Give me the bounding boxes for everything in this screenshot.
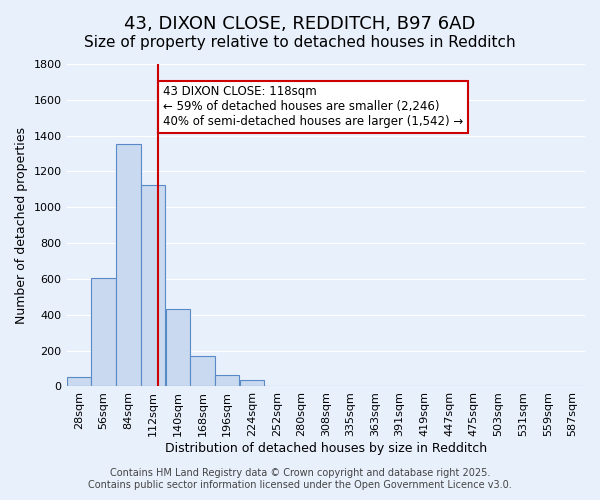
Bar xyxy=(91,278,116,386)
X-axis label: Distribution of detached houses by size in Redditch: Distribution of detached houses by size … xyxy=(165,442,487,455)
Text: 43, DIXON CLOSE, REDDITCH, B97 6AD: 43, DIXON CLOSE, REDDITCH, B97 6AD xyxy=(124,15,476,33)
Bar xyxy=(215,375,239,386)
Bar xyxy=(116,144,140,386)
Bar xyxy=(240,380,264,386)
Bar xyxy=(166,310,190,386)
Bar xyxy=(141,185,165,386)
Bar xyxy=(190,356,215,386)
Text: Contains HM Land Registry data © Crown copyright and database right 2025.
Contai: Contains HM Land Registry data © Crown c… xyxy=(88,468,512,490)
Text: 43 DIXON CLOSE: 118sqm
← 59% of detached houses are smaller (2,246)
40% of semi-: 43 DIXON CLOSE: 118sqm ← 59% of detached… xyxy=(163,86,463,128)
Text: Size of property relative to detached houses in Redditch: Size of property relative to detached ho… xyxy=(84,35,516,50)
Bar xyxy=(67,376,91,386)
Y-axis label: Number of detached properties: Number of detached properties xyxy=(15,126,28,324)
